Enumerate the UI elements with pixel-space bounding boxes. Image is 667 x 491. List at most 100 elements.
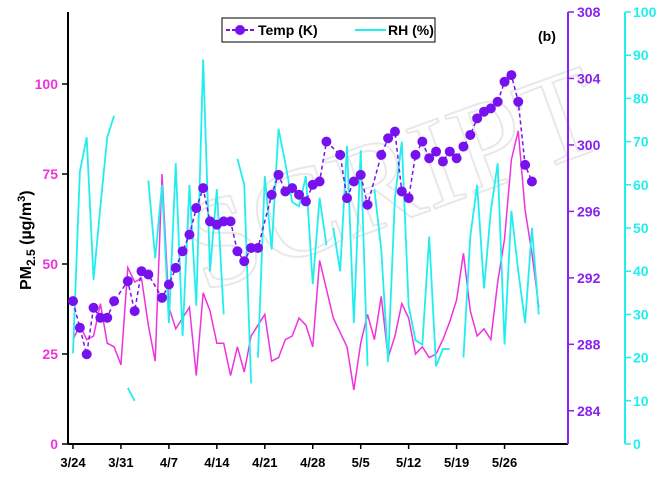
left-tick-label: 50 <box>42 256 58 272</box>
rh-tick-label: 60 <box>633 177 649 193</box>
series-rh <box>72 59 540 402</box>
temp-axis-ticks: 284 288 292 296 300 304 308 <box>568 4 601 419</box>
temp-point <box>417 136 428 147</box>
y-axis-label-sub: 2.5 <box>24 249 38 266</box>
temp-point <box>273 169 284 180</box>
y-axis-label-main: PM <box>18 266 35 290</box>
rh-tick-label: 30 <box>633 306 649 322</box>
temp-point <box>506 70 517 81</box>
series-pm25 <box>72 130 540 391</box>
x-tick-label: 4/7 <box>160 455 178 470</box>
temp-point <box>266 189 277 200</box>
series-temp <box>68 70 537 360</box>
temp-point <box>74 322 85 333</box>
temp-point <box>81 349 92 360</box>
temp-tick-label: 296 <box>577 203 601 219</box>
temp-point <box>499 76 510 87</box>
temp-point <box>437 156 448 167</box>
left-axis-ticks: 0 25 50 75 100 <box>35 76 68 452</box>
x-tick-label: 4/21 <box>252 455 277 470</box>
rh-tick-label: 10 <box>633 393 649 409</box>
temp-point <box>246 242 257 253</box>
temp-point <box>287 183 298 194</box>
temp-point <box>424 153 435 164</box>
left-tick-label: 75 <box>42 166 58 182</box>
y-axis-label: PM2.5 (µg/m3) <box>16 190 38 290</box>
temp-point <box>198 183 209 194</box>
legend-temp-label: Temp (K) <box>258 22 318 38</box>
legend-temp-marker <box>235 25 245 35</box>
temp-point <box>321 136 332 147</box>
panel-label: (b) <box>538 28 556 44</box>
left-tick-label: 0 <box>50 436 58 452</box>
rh-tick-label: 50 <box>633 220 649 236</box>
rh-line-segment <box>373 141 450 367</box>
temp-tick-label: 304 <box>577 70 601 86</box>
temp-point <box>95 312 106 323</box>
x-tick-label: 3/31 <box>108 455 133 470</box>
legend-box <box>221 17 436 43</box>
left-tick-label: 100 <box>35 76 59 92</box>
temp-tick-label: 300 <box>577 137 601 153</box>
rh-line-segment <box>462 163 540 358</box>
x-tick-label: 5/5 <box>352 455 370 470</box>
temp-tick-label: 288 <box>577 336 601 352</box>
left-tick-label: 25 <box>42 346 58 362</box>
temp-point <box>335 149 346 160</box>
temp-point <box>362 199 373 210</box>
temp-point <box>342 193 352 204</box>
temp-point <box>485 103 496 114</box>
rh-line-segment <box>72 115 115 354</box>
temp-point <box>348 176 359 187</box>
x-tick-label: 5/19 <box>444 455 469 470</box>
rh-tick-label: 20 <box>633 350 649 366</box>
temp-point <box>102 312 113 323</box>
rh-axis-ticks: 0 10 20 30 40 50 60 70 80 90 100 <box>625 4 657 452</box>
temp-tick-label: 284 <box>577 403 601 419</box>
temp-point <box>526 176 537 187</box>
temp-point <box>163 279 174 290</box>
temp-point <box>513 96 524 107</box>
legend-rh-label: RH (%) <box>388 22 434 38</box>
y-axis-label-sup: 3 <box>16 196 28 202</box>
temp-point <box>431 146 442 157</box>
pm25-line <box>72 130 540 391</box>
x-tick-label: 3/24 <box>60 455 86 470</box>
rh-line-segment <box>257 128 328 358</box>
temp-point <box>294 189 305 200</box>
temp-point <box>465 129 476 140</box>
x-tick-label: 5/12 <box>396 455 421 470</box>
temp-point <box>109 296 120 307</box>
temp-point <box>472 113 483 124</box>
temp-point <box>143 269 154 280</box>
legend: Temp (K) RH (%) <box>221 17 436 43</box>
temp-point <box>458 141 469 152</box>
temp-point <box>396 186 407 197</box>
temp-tick-label: 292 <box>577 270 601 286</box>
temp-tick-label: 308 <box>577 4 601 20</box>
x-tick-label: 5/26 <box>492 455 517 470</box>
temp-point <box>239 256 250 267</box>
temp-point <box>520 159 531 170</box>
rh-tick-label: 40 <box>633 263 649 279</box>
x-axis-ticks: 3/24 3/31 4/7 4/14 4/21 4/28 5/5 5/12 5/19 5/26 <box>60 444 517 470</box>
temp-point <box>184 229 195 240</box>
rh-line-segment <box>127 387 136 402</box>
rh-tick-label: 70 <box>633 134 649 150</box>
temp-point <box>314 176 325 187</box>
y-axis-label-unit: (µg/m <box>18 202 35 249</box>
temp-point <box>191 203 202 214</box>
rh-tick-label: 0 <box>633 436 641 452</box>
temp-point <box>403 193 414 204</box>
temp-point <box>389 126 400 137</box>
temp-point <box>225 216 236 227</box>
temp-point <box>68 296 78 307</box>
rh-line-segment <box>236 158 252 384</box>
x-tick-label: 4/28 <box>300 455 325 470</box>
temp-point <box>252 242 263 253</box>
temp-point <box>88 302 99 313</box>
rh-tick-label: 80 <box>633 90 649 106</box>
temp-point <box>122 276 133 287</box>
temp-point <box>376 149 387 160</box>
